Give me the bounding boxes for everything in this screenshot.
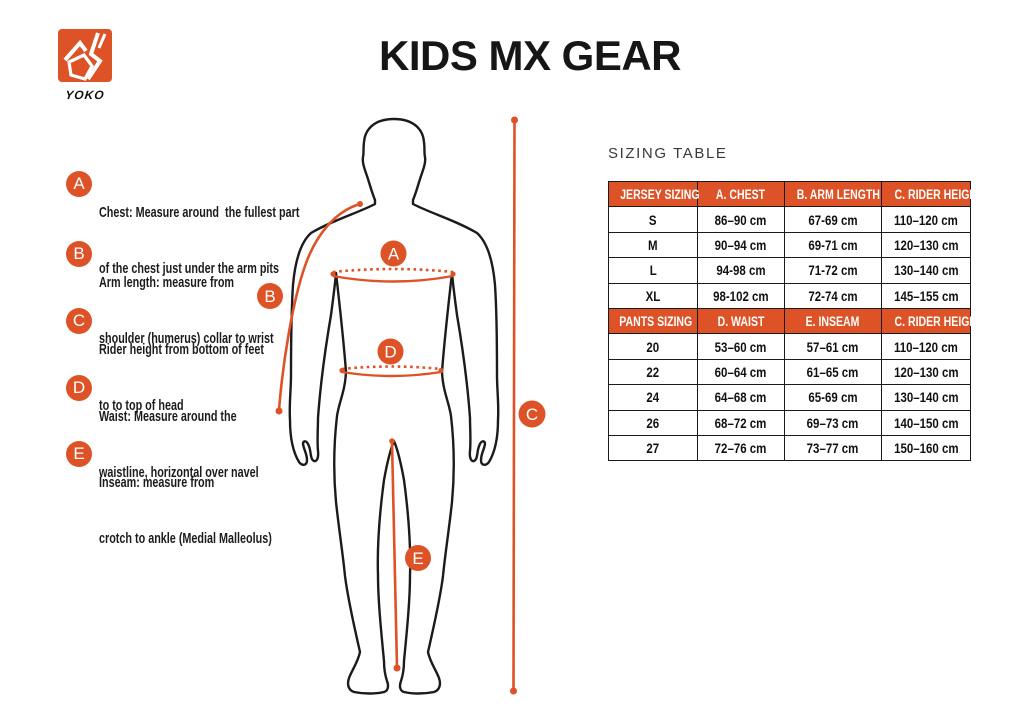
legend-line: Waist: Measure around the <box>99 408 237 425</box>
legend-item-arm-length: Arm length: measure from shoulder (humer… <box>99 237 274 367</box>
table-row: XL 98-102 cm 72-74 cm 145–155 cm <box>608 282 971 309</box>
cell-size: 22 <box>608 358 698 386</box>
legend-line: Chest: Measure around the fullest part <box>99 204 300 221</box>
legend-item-waist: Waist: Measure around the waistline, hor… <box>99 371 259 501</box>
cell-rider-height: 140–150 cm <box>881 409 971 436</box>
column-header: E. INSEAM <box>784 307 882 335</box>
body-measurement-diagram: A B C D E <box>257 116 546 695</box>
legend-badge-c: C <box>66 308 92 334</box>
cell-size: XL <box>608 282 698 309</box>
legend-item-inseam: Inseam: measure from crotch to ankle (Me… <box>99 437 272 567</box>
diagram-marker-e: E <box>405 545 431 571</box>
measure-line-waist <box>339 365 444 378</box>
legend-item-chest: Chest: Measure around the fullest part o… <box>99 167 299 297</box>
table-row: M 90–94 cm 69-71 cm 120–130 cm <box>608 231 971 259</box>
body-outline <box>288 117 500 695</box>
cell-rider-height: 120–130 cm <box>881 231 971 259</box>
column-header: JERSEY SIZING <box>608 180 700 208</box>
cell-waist: 53–60 cm <box>697 333 785 360</box>
svg-text:C: C <box>526 405 538 424</box>
measure-line-rider-height <box>510 116 518 695</box>
legend-line: shoulder (humerus) collar to wrist <box>99 329 274 347</box>
legend-line: Rider height from bottom of feet <box>99 341 264 358</box>
sizing-table: JERSEY SIZING A. CHEST B. ARM LENGTH C. … <box>608 180 983 462</box>
svg-text:E: E <box>412 549 423 568</box>
measure-line-inseam <box>389 438 401 672</box>
svg-text:D: D <box>384 343 396 362</box>
cell-chest: 86–90 cm <box>697 206 785 233</box>
table-row: 27 72–76 cm 73–77 cm 150–160 cm <box>608 434 971 462</box>
cell-size: 24 <box>608 384 698 411</box>
svg-text:B: B <box>264 287 275 306</box>
cell-waist: 72–76 cm <box>697 434 785 462</box>
measure-line-chest <box>330 267 456 283</box>
legend-line: Arm length: measure from <box>99 274 235 291</box>
cell-size: L <box>608 257 698 284</box>
cell-rider-height: 110–120 cm <box>881 206 971 233</box>
pants-header-row: PANTS SIZING D. WAIST E. INSEAM C. RIDER… <box>608 307 983 335</box>
cell-inseam: 61–65 cm <box>784 358 882 386</box>
cell-inseam: 73–77 cm <box>784 434 882 462</box>
cell-chest: 94-98 cm <box>697 257 785 284</box>
cell-inseam: 69–73 cm <box>784 409 882 436</box>
cell-size: 20 <box>608 333 698 360</box>
measure-line-arm-length <box>275 201 363 415</box>
cell-inseam: 57–61 cm <box>784 333 882 360</box>
column-header: PANTS SIZING <box>608 307 698 335</box>
column-header: C. RIDER HEIGHT <box>881 180 983 208</box>
column-header: C. RIDER HEIGHT <box>881 307 983 335</box>
column-header: A. CHEST <box>697 180 785 208</box>
page-title: KIDS MX GEAR <box>378 32 682 79</box>
cell-rider-height: 150–160 cm <box>881 434 971 462</box>
cell-size: 27 <box>608 434 698 462</box>
yoko-logo-icon <box>58 29 112 82</box>
cell-rider-height: 120–130 cm <box>881 358 971 386</box>
cell-size: 26 <box>608 409 698 436</box>
cell-rider-height: 145–155 cm <box>881 282 971 309</box>
cell-arm-length: 72-74 cm <box>784 282 882 309</box>
diagram-marker-b: B <box>257 283 283 309</box>
cell-size: M <box>608 231 698 259</box>
cell-chest: 90–94 cm <box>697 231 785 259</box>
legend-badge-e: E <box>66 441 92 467</box>
cell-waist: 68–72 cm <box>697 409 785 436</box>
legend-badge-a: A <box>66 171 92 197</box>
cell-arm-length: 69-71 cm <box>784 231 882 259</box>
table-row: 22 60–64 cm 61–65 cm 120–130 cm <box>608 358 971 386</box>
legend-line: crotch to ankle (Medial Malleolus) <box>99 529 272 547</box>
table-row: S 86–90 cm 67-69 cm 110–120 cm <box>608 206 971 233</box>
legend-badge-b: B <box>66 241 92 267</box>
cell-arm-length: 67-69 cm <box>784 206 882 233</box>
sizing-table-heading: SIZING TABLE <box>608 145 728 162</box>
cell-size: S <box>608 206 698 233</box>
cell-waist: 64–68 cm <box>697 384 785 411</box>
cell-waist: 60–64 cm <box>697 358 785 386</box>
legend-line: Inseam: measure from <box>99 474 215 491</box>
cell-rider-height: 130–140 cm <box>881 384 971 411</box>
cell-chest: 98-102 cm <box>697 282 785 309</box>
legend-line: waistline, horizontal over navel <box>99 463 259 481</box>
cell-rider-height: 130–140 cm <box>881 257 971 284</box>
cell-inseam: 65-69 cm <box>784 384 882 411</box>
table-row: L 94-98 cm 71-72 cm 130–140 cm <box>608 257 971 284</box>
table-row: 26 68–72 cm 69–73 cm 140–150 cm <box>608 409 971 436</box>
brand-name: YOKO <box>64 88 106 102</box>
cell-rider-height: 110–120 cm <box>881 333 971 360</box>
svg-text:A: A <box>388 245 400 264</box>
column-header: D. WAIST <box>697 307 785 335</box>
jersey-header-row: JERSEY SIZING A. CHEST B. ARM LENGTH C. … <box>608 180 983 208</box>
brand-logo: YOKO <box>57 29 113 102</box>
cell-arm-length: 71-72 cm <box>784 257 882 284</box>
diagram-marker-a: A <box>380 240 407 267</box>
legend-line: of the chest just under the arm pits <box>99 259 280 277</box>
legend-badge-d: D <box>66 375 92 401</box>
column-header: B. ARM LENGTH <box>784 180 882 208</box>
table-row: 20 53–60 cm 57–61 cm 110–120 cm <box>608 333 971 360</box>
table-row: 24 64–68 cm 65-69 cm 130–140 cm <box>608 384 971 411</box>
legend-item-rider-height: Rider height from bottom of feet to to t… <box>99 304 264 434</box>
legend-line: to to top of head <box>99 396 184 414</box>
diagram-marker-c: C <box>518 400 546 428</box>
diagram-marker-d: D <box>377 338 404 365</box>
